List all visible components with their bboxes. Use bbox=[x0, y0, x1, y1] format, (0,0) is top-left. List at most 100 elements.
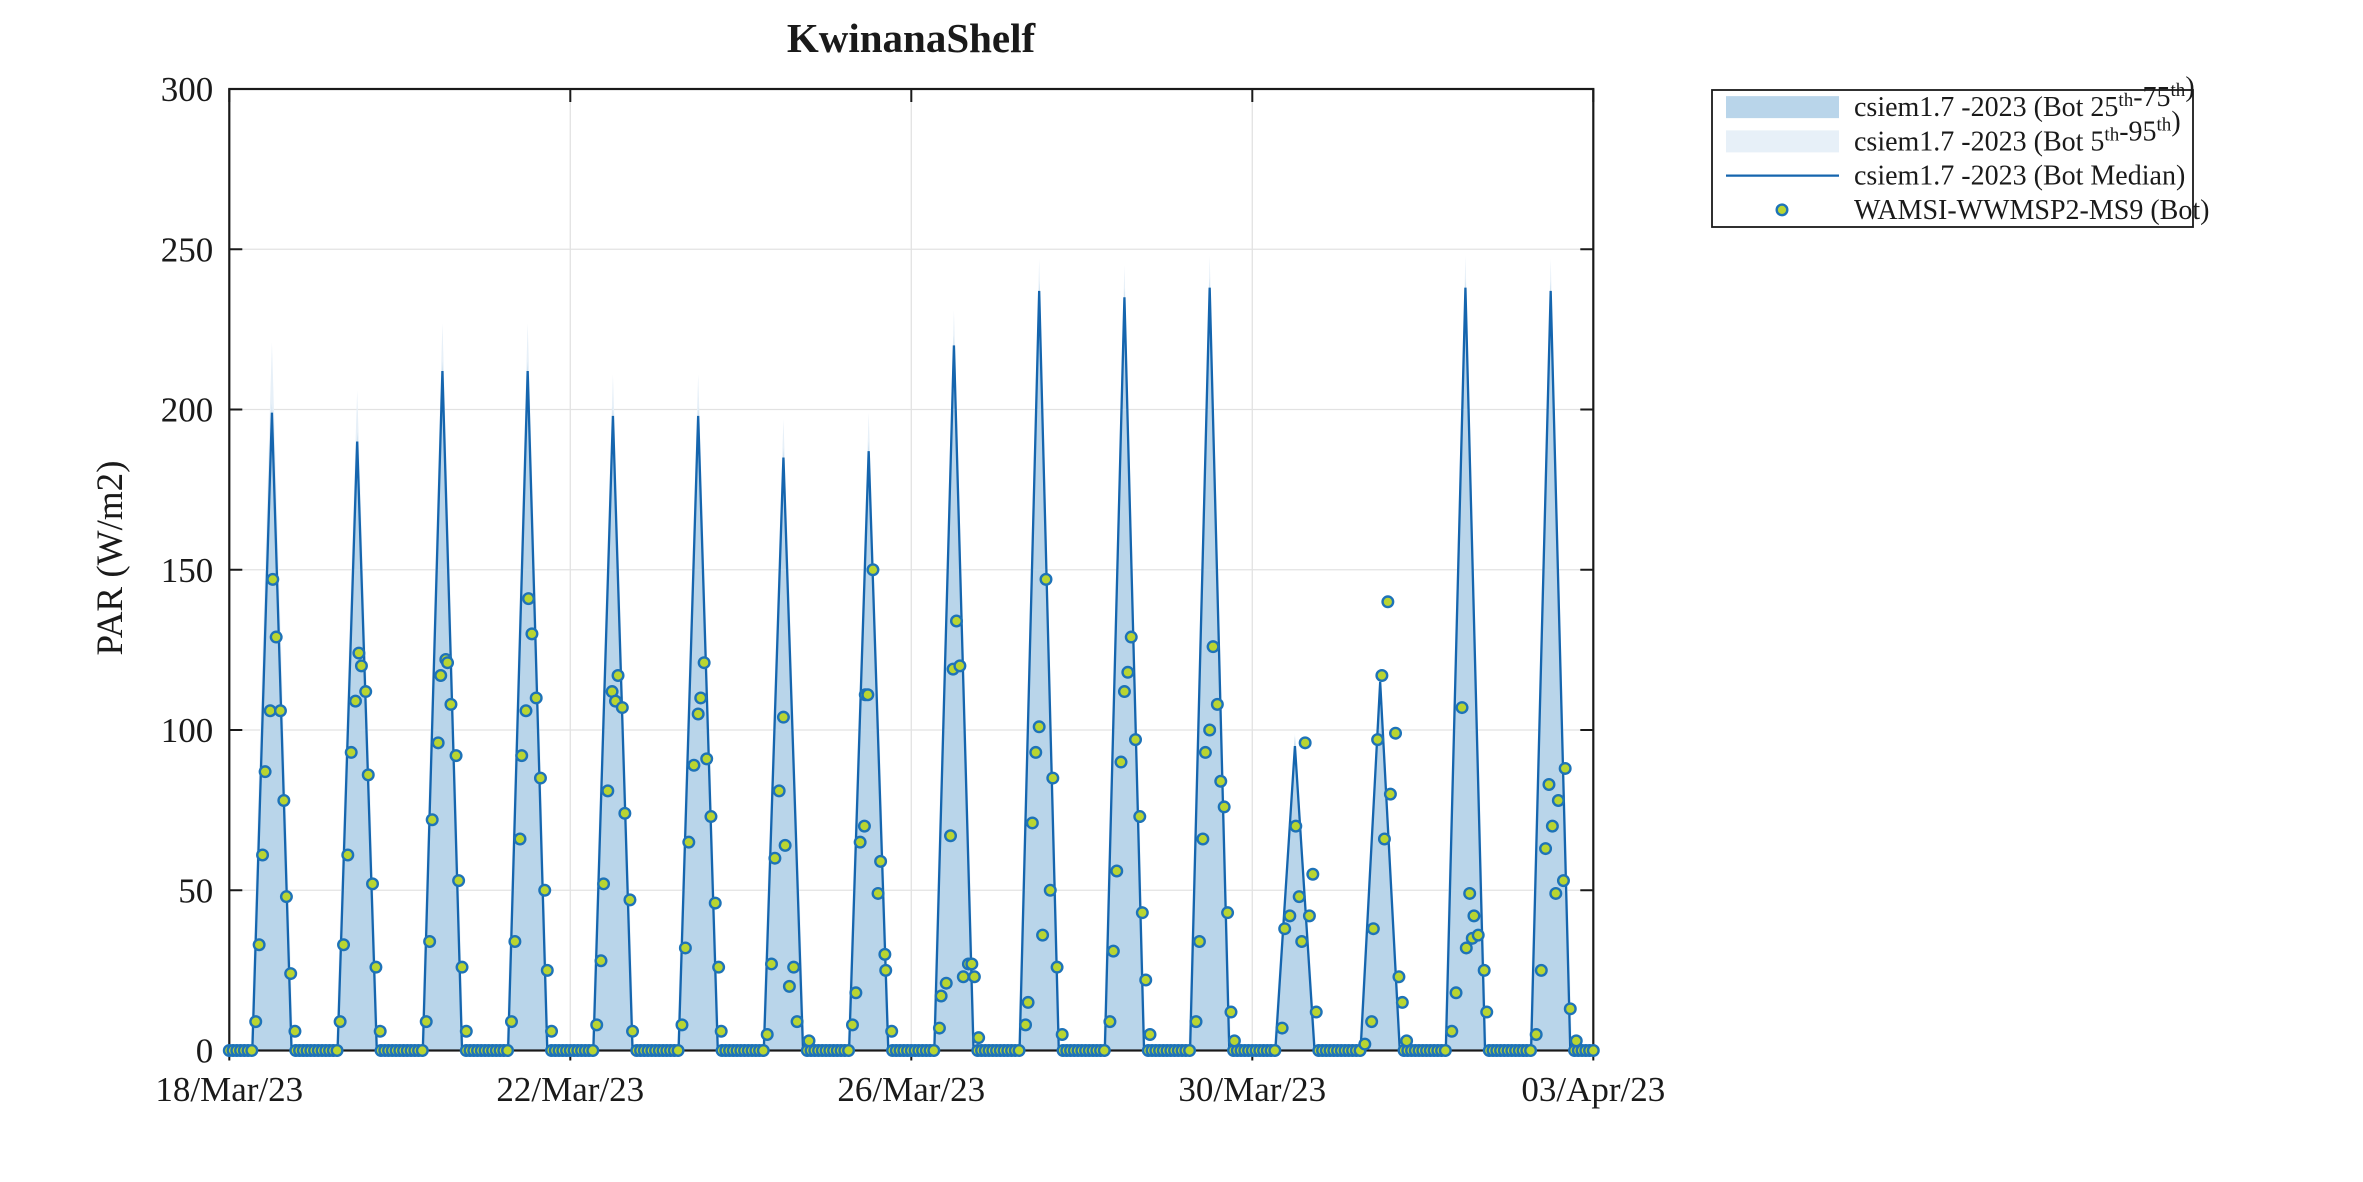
observation-marker bbox=[700, 752, 714, 766]
observation-marker bbox=[423, 935, 437, 949]
band-25-75 bbox=[1018, 281, 1060, 1051]
observation-marker bbox=[361, 768, 375, 782]
observation-marker bbox=[1114, 755, 1128, 769]
observation-marker bbox=[337, 938, 351, 952]
observation-marker bbox=[944, 829, 958, 843]
observation-marker bbox=[1381, 595, 1395, 609]
observation-marker bbox=[1375, 669, 1389, 683]
observation-marker bbox=[434, 669, 448, 683]
band-25-75 bbox=[1530, 281, 1572, 1051]
observation-marker bbox=[1289, 819, 1303, 833]
observation-marker bbox=[1106, 944, 1120, 958]
observation-marker bbox=[1196, 832, 1210, 846]
observation-marker bbox=[1198, 745, 1212, 759]
observation-marker bbox=[802, 1034, 816, 1048]
observation-marker bbox=[590, 1018, 604, 1032]
observation-marker bbox=[1210, 697, 1224, 711]
observation-marker bbox=[533, 771, 547, 785]
observation-marker bbox=[874, 854, 888, 868]
y-tick-label: 300 bbox=[161, 70, 214, 109]
legend-row: csiem1.7 -2023 (Bot 5th-95th) bbox=[1726, 106, 2181, 157]
observation-marker bbox=[1143, 1027, 1157, 1041]
chart-title: KwinanaShelf bbox=[787, 15, 1037, 61]
observation-marker bbox=[678, 941, 692, 955]
observation-marker bbox=[256, 848, 270, 862]
observation-marker bbox=[972, 1031, 986, 1045]
observation-marker bbox=[1135, 906, 1149, 920]
observation-marker bbox=[1549, 886, 1563, 900]
observation-marker bbox=[849, 986, 863, 1000]
observation-marker bbox=[1586, 1043, 1600, 1057]
observation-marker bbox=[787, 960, 801, 974]
observation-marker bbox=[288, 1024, 302, 1038]
observation-marker bbox=[1438, 1043, 1452, 1057]
observation-marker bbox=[1389, 726, 1403, 740]
observation-marker bbox=[449, 749, 463, 763]
observation-marker bbox=[419, 1015, 433, 1029]
observation-marker bbox=[1545, 819, 1559, 833]
x-tick-label: 22/Mar/23 bbox=[496, 1070, 644, 1109]
observation-marker bbox=[1055, 1027, 1069, 1041]
legend-label: csiem1.7 -2023 (Bot 25th-75th) bbox=[1854, 72, 2195, 123]
legend-label: WAMSI-WWMSP2-MS9 (Bot) bbox=[1854, 195, 2209, 226]
observation-marker bbox=[939, 976, 953, 990]
observation-marker bbox=[932, 1021, 946, 1035]
observation-marker bbox=[885, 1024, 899, 1038]
observation-marker bbox=[967, 970, 981, 984]
y-tick-label: 150 bbox=[161, 551, 214, 590]
observation-marker bbox=[333, 1015, 347, 1029]
x-tick-label: 26/Mar/23 bbox=[837, 1070, 985, 1109]
observation-marker bbox=[1025, 816, 1039, 830]
observation-marker bbox=[1039, 572, 1053, 586]
observation-marker bbox=[369, 960, 383, 974]
observation-marker bbox=[778, 838, 792, 852]
observation-marker bbox=[697, 656, 711, 670]
observation-marker bbox=[879, 963, 893, 977]
observation-marker bbox=[1477, 963, 1491, 977]
observation-marker bbox=[953, 659, 967, 673]
observation-marker bbox=[1129, 733, 1143, 747]
y-tick-label: 0 bbox=[196, 1032, 214, 1071]
observation-marker bbox=[373, 1024, 387, 1038]
observation-marker bbox=[1032, 720, 1046, 734]
observation-marker bbox=[1449, 986, 1463, 1000]
observation-marker bbox=[263, 704, 277, 718]
observation-marker bbox=[708, 896, 722, 910]
observation-marker bbox=[782, 979, 796, 993]
observation-marker bbox=[772, 784, 786, 798]
band-25-75 bbox=[592, 406, 634, 1051]
observation-marker bbox=[519, 704, 533, 718]
x-tick-label: 30/Mar/23 bbox=[1178, 1070, 1326, 1109]
observation-marker bbox=[252, 938, 266, 952]
observation-marker bbox=[597, 877, 611, 891]
observation-marker bbox=[1558, 761, 1572, 775]
band-25-75 bbox=[933, 335, 975, 1051]
observation-marker bbox=[1358, 1037, 1372, 1051]
observation-marker bbox=[1021, 995, 1035, 1009]
y-tick-label: 200 bbox=[161, 391, 214, 430]
observation-marker bbox=[284, 967, 298, 981]
observation-marker bbox=[441, 656, 455, 670]
observation-marker bbox=[341, 848, 355, 862]
observation-marker bbox=[760, 1027, 774, 1041]
observation-marker bbox=[515, 749, 529, 763]
observation-marker bbox=[712, 960, 726, 974]
observation-marker bbox=[949, 614, 963, 628]
observation-marker bbox=[853, 835, 867, 849]
observation-marker bbox=[1371, 733, 1385, 747]
y-tick-label: 250 bbox=[161, 230, 214, 269]
observation-marker bbox=[1036, 928, 1050, 942]
legend-row: csiem1.7 -2023 (Bot 25th-75th) bbox=[1726, 72, 2195, 123]
observation-marker bbox=[1278, 922, 1292, 936]
observation-marker bbox=[1029, 745, 1043, 759]
x-tick-label: 18/Mar/23 bbox=[155, 1070, 303, 1109]
legend-row: WAMSI-WWMSP2-MS9 (Bot) bbox=[1775, 195, 2209, 226]
observation-marker bbox=[1046, 771, 1060, 785]
observation-marker bbox=[1019, 1018, 1033, 1032]
observation-marker bbox=[1529, 1027, 1543, 1041]
observation-marker bbox=[273, 704, 287, 718]
observation-marker bbox=[1392, 970, 1406, 984]
observation-marker bbox=[1467, 909, 1481, 923]
observation-marker bbox=[965, 957, 979, 971]
observation-marker bbox=[1103, 1015, 1117, 1029]
